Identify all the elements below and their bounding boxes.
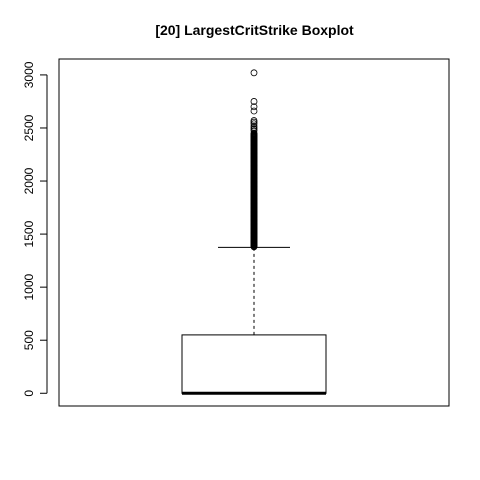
y-tick-label: 2500 (22, 114, 36, 141)
outlier-point (250, 122, 258, 130)
plot-area: 0 500 1000 1500 2000 2500 3000 (22, 58, 450, 407)
y-tick-label: 500 (22, 330, 36, 350)
outlier-point (250, 69, 258, 77)
outlier-point (250, 98, 258, 105)
outlier-point (250, 117, 258, 124)
iqr-box (181, 334, 327, 394)
chart-title: [20] LargestCritStrike Boxplot (155, 22, 354, 38)
outlier-point (250, 107, 258, 115)
y-tick-label: 2000 (22, 167, 36, 194)
y-tick-label: 0 (22, 390, 36, 397)
y-tick-label: 1500 (22, 220, 36, 247)
y-tick-label: 3000 (22, 61, 36, 88)
outlier-point (250, 103, 258, 111)
plot-frame (58, 58, 450, 407)
y-tick-label: 1000 (22, 273, 36, 300)
